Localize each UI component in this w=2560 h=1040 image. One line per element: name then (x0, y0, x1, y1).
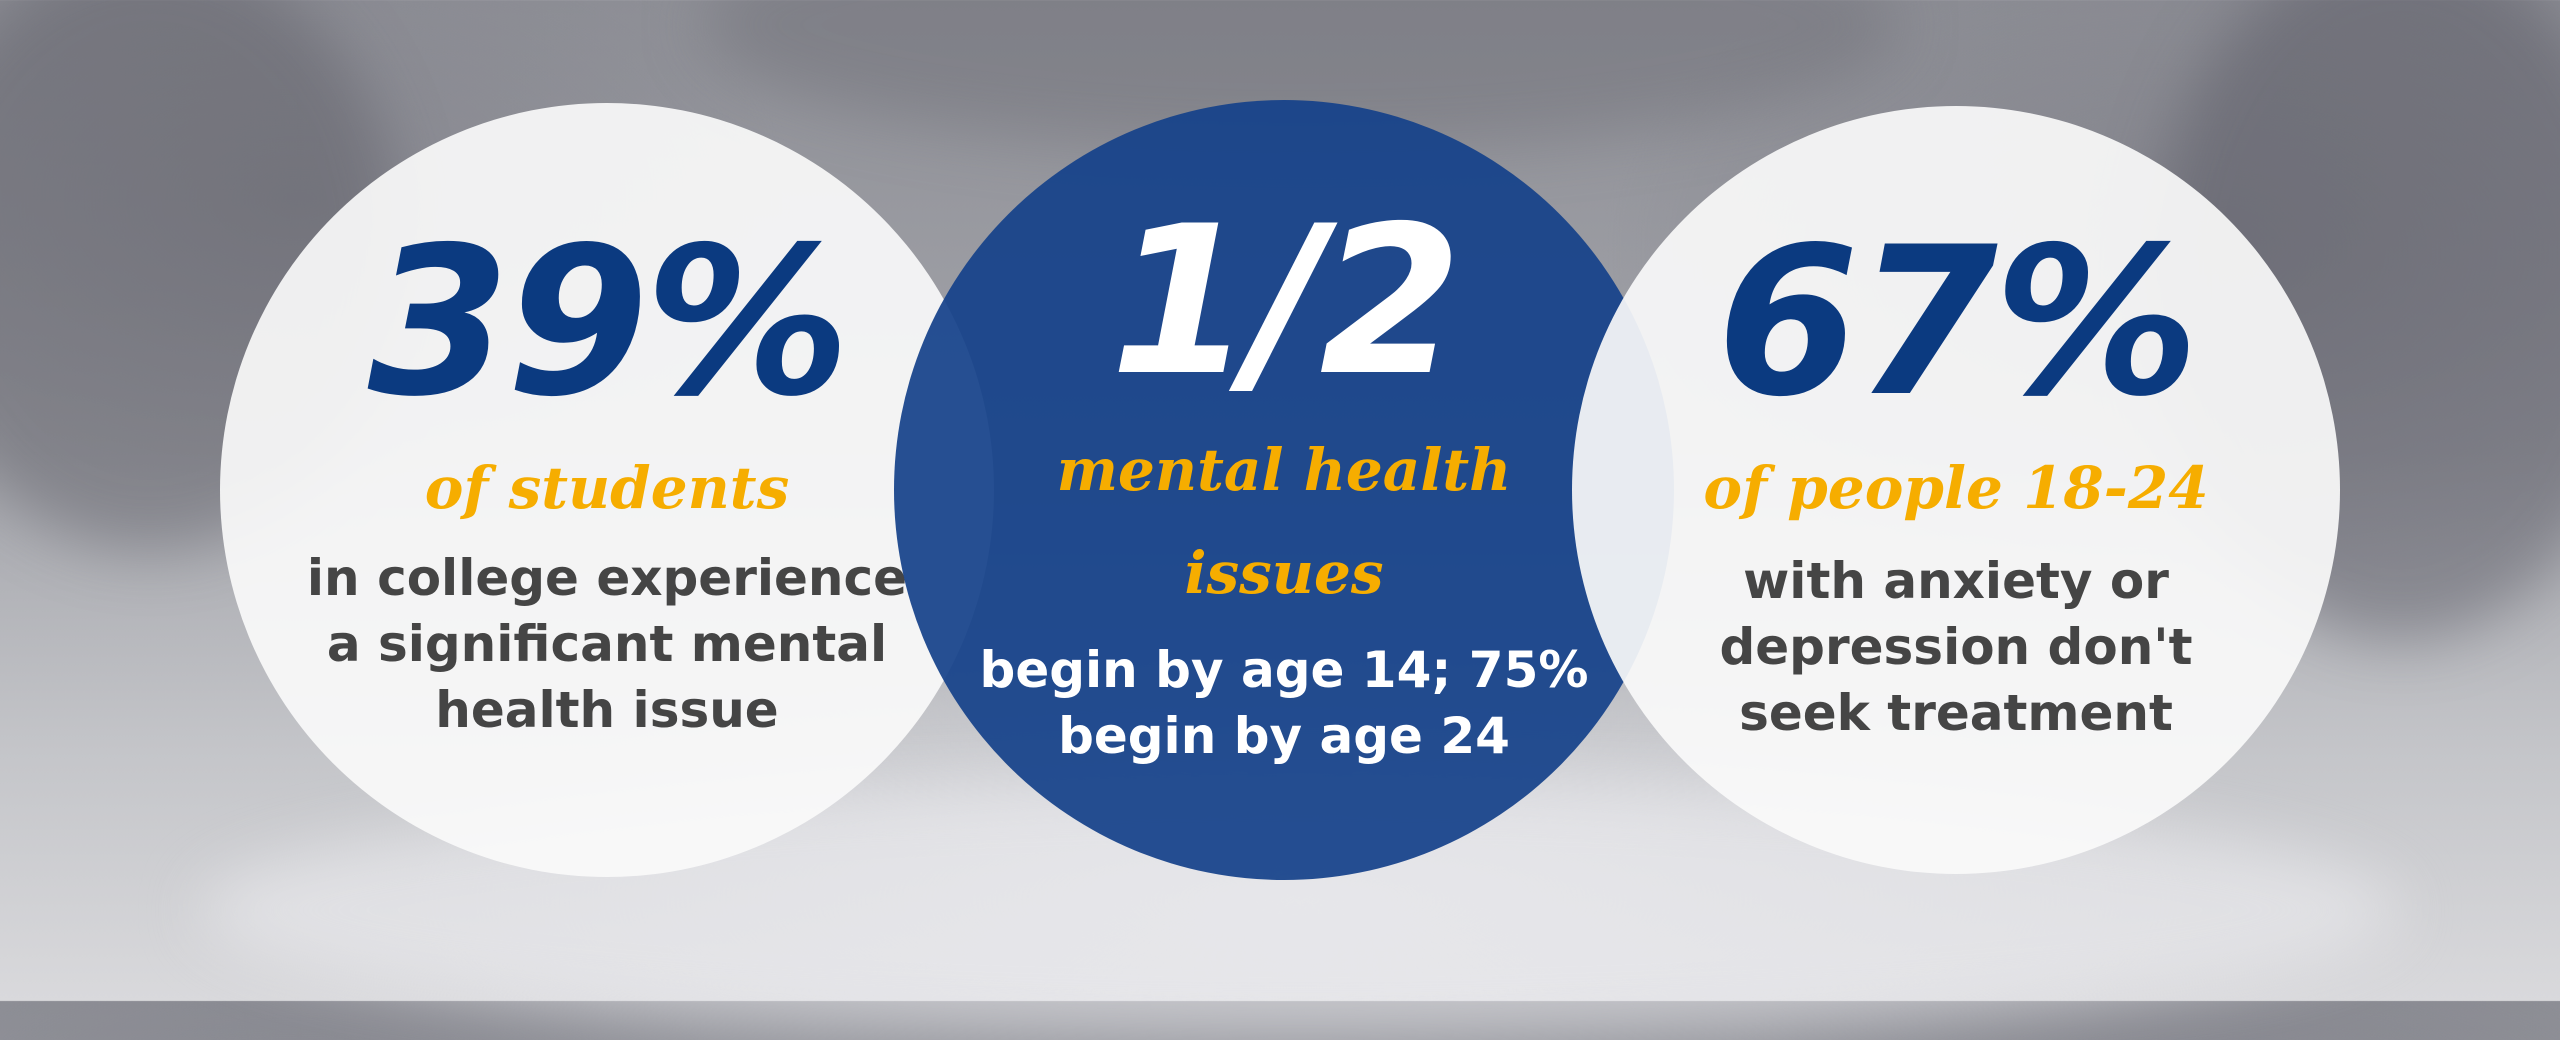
stat-line: a significant mental (326, 615, 888, 673)
stat-line: with anxiety or (1743, 552, 2169, 610)
stat-value: 67% (1716, 204, 2200, 442)
stat-circle-treatment: 67% of people 18-24 with anxiety or depr… (1572, 106, 2340, 874)
stat-line: begin by age 24 (1058, 707, 1510, 765)
stat-line: depression don't (1719, 618, 2193, 676)
stat-circle-students: 39% of students in college experience a … (220, 103, 994, 877)
stat-value: 1/2 (1109, 183, 1462, 421)
stat-line: health issue (435, 681, 779, 739)
stat-value: 39% (367, 204, 851, 442)
stat-line: seek treatment (1739, 684, 2173, 742)
stat-highlight: of students (424, 454, 790, 522)
stat-line: begin by age 14; 75% (979, 641, 1589, 699)
stat-highlight: issues (1184, 539, 1384, 607)
stat-circle-onset: 1/2 mental health issues begin by age 14… (894, 100, 1674, 880)
stat-highlight: of people 18-24 (1703, 454, 2209, 522)
stat-line: in college experience (306, 549, 908, 607)
stat-highlight: mental health (1056, 436, 1512, 504)
